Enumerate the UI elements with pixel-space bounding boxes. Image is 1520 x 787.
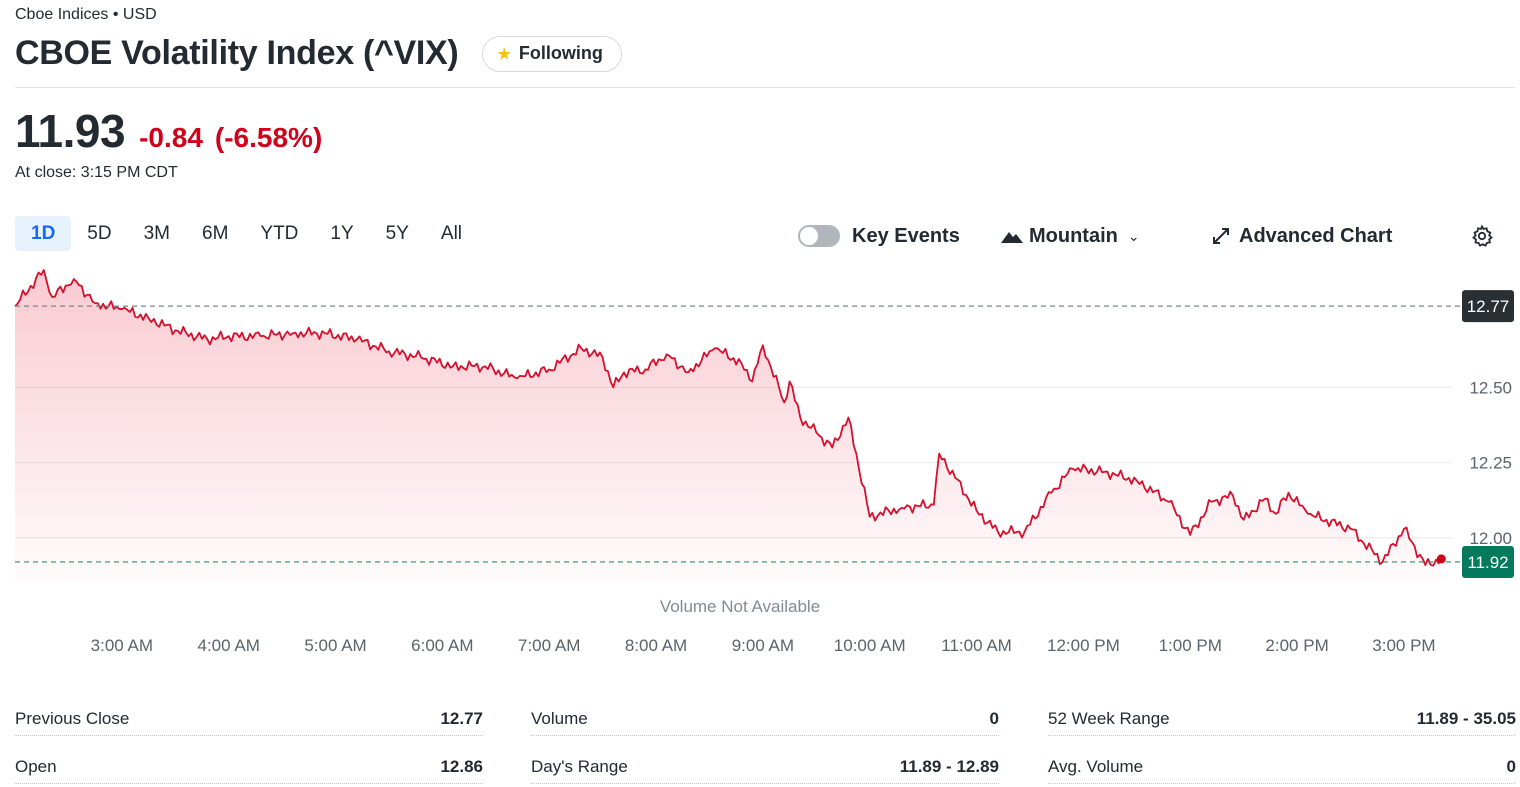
x-tick-label: 4:00 AM <box>197 636 259 655</box>
exchange-line: Cboe Indices • USD <box>15 6 157 24</box>
chart-type-label: Mountain <box>1029 224 1118 247</box>
x-tick-label: 2:00 PM <box>1265 636 1328 655</box>
stat-open: Open 12.86 <box>15 750 483 784</box>
x-tick-label: 3:00 PM <box>1372 636 1435 655</box>
expand-icon <box>1213 228 1229 244</box>
volume-not-available: Volume Not Available <box>660 597 820 616</box>
chart-type-dropdown[interactable]: Mountain ⌄ <box>1001 220 1140 252</box>
y-tick-label: 12.25 <box>1469 454 1512 473</box>
range-tab-6m[interactable]: 6M <box>202 222 229 244</box>
range-tab-3m[interactable]: 3M <box>143 222 170 244</box>
range-tab-1d[interactable]: 1D <box>15 216 72 251</box>
last-price-tag: 11.92 <box>1462 545 1514 578</box>
price-change: -0.84 <box>139 122 203 153</box>
last-price-dot <box>1436 554 1446 564</box>
price-chart[interactable]: 12.50 12.25 12.00 3:00 AM 4:00 AM 5:00 AM 6:0… <box>0 255 1520 665</box>
advanced-chart-button[interactable]: Advanced Chart <box>1212 220 1392 252</box>
chevron-down-icon: ⌄ <box>1127 227 1140 244</box>
toggle-switch[interactable] <box>798 225 840 247</box>
x-tick-label: 9:00 AM <box>732 636 794 655</box>
current-price: 11.93 <box>15 105 126 157</box>
x-tick-label: 8:00 AM <box>625 636 687 655</box>
toggle-knob <box>800 227 818 245</box>
star-icon: ★ <box>497 45 511 63</box>
x-tick-label: 1:00 PM <box>1159 636 1222 655</box>
price-area <box>15 270 1442 580</box>
x-tick-label: 10:00 AM <box>834 636 906 655</box>
x-tick-label: 3:00 AM <box>91 636 153 655</box>
y-tick-label: 12.50 <box>1469 378 1512 397</box>
title-row: CBOE Volatility Index (^VIX) ★ Following <box>15 34 622 73</box>
close-time: At close: 3:15 PM CDT <box>15 164 178 181</box>
advanced-chart-label: Advanced Chart <box>1239 224 1393 247</box>
last-price-tag-label: 11.92 <box>1467 553 1508 572</box>
x-tick-label: 7:00 AM <box>518 636 580 655</box>
previous-close-tag: 12.77 <box>1462 290 1514 323</box>
stat-previous-close: Previous Close 12.77 <box>15 702 483 736</box>
header-divider <box>15 87 1515 88</box>
range-tab-ytd[interactable]: YTD <box>260 222 299 244</box>
range-tab-5y[interactable]: 5Y <box>385 222 409 244</box>
key-events-toggle[interactable]: Key Events <box>798 220 960 252</box>
exchange-name: Cboe Indices <box>15 6 109 23</box>
range-tab-all[interactable]: All <box>440 222 463 244</box>
following-label: Following <box>518 43 603 63</box>
quote-row: 11.93 -0.84 (-6.58%) <box>15 104 322 158</box>
price-line <box>14 269 1443 567</box>
previous-close-tag-label: 12.77 <box>1467 297 1510 316</box>
stat-days-range: Day's Range 11.89 - 12.89 <box>531 750 999 784</box>
x-tick-label: 6:00 AM <box>411 636 473 655</box>
page-title: CBOE Volatility Index (^VIX) <box>15 34 459 72</box>
settings-button[interactable] <box>1470 220 1494 252</box>
price-change-percent: (-6.58%) <box>214 122 323 153</box>
stat-52-week-range: 52 Week Range 11.89 - 35.05 <box>1048 702 1516 736</box>
stat-volume: Volume 0 <box>531 702 999 736</box>
gear-icon <box>1472 224 1493 247</box>
range-tabs: 1D 5D 3M 6M YTD 1Y 5Y All <box>15 216 478 251</box>
x-tick-label: 12:00 PM <box>1047 636 1120 655</box>
range-tab-5d[interactable]: 5D <box>87 222 112 244</box>
y-tick-label: 12.00 <box>1469 529 1512 548</box>
mountain-icon <box>1001 232 1023 243</box>
currency: USD <box>122 6 157 23</box>
key-events-label: Key Events <box>852 224 960 247</box>
x-tick-label: 5:00 AM <box>304 636 366 655</box>
separator-dot: • <box>112 6 123 23</box>
range-tab-1y[interactable]: 1Y <box>330 222 354 244</box>
following-button[interactable]: ★ Following <box>482 35 622 72</box>
stat-avg-volume: Avg. Volume 0 <box>1048 750 1516 784</box>
x-tick-label: 11:00 AM <box>941 636 1012 655</box>
